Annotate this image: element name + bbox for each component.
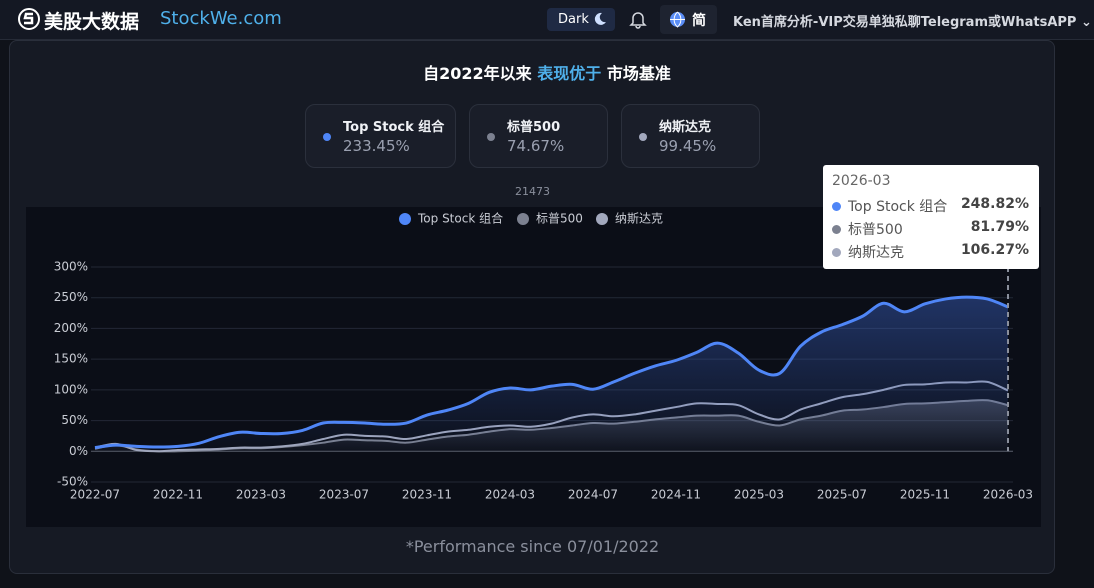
- legend-label: Top Stock 组合: [417, 211, 503, 226]
- logo-icon[interactable]: [18, 8, 40, 30]
- area: [95, 297, 1008, 452]
- language-label: 简: [692, 13, 706, 29]
- x-tick-label: 2025-07: [817, 488, 867, 502]
- title-part: 自2022年以来: [423, 64, 532, 83]
- card-name: Top Stock 组合: [343, 120, 445, 135]
- tooltip: 2026-03 Top Stock 组合 248.82% 标普500 81.79% 纳斯…: [823, 165, 1039, 269]
- logo-domain[interactable]: StockWe.com: [160, 8, 282, 29]
- x-tick-label: 2024-03: [485, 488, 535, 502]
- tooltip-name: Top Stock 组合: [848, 199, 948, 215]
- y-tick-label: -50%: [57, 475, 88, 489]
- y-tick-label: 200%: [54, 321, 88, 335]
- title-highlight: 表现优于: [537, 64, 602, 83]
- summary-card[interactable]: Top Stock 组合 233.45%: [305, 104, 456, 168]
- legend-label: 标普500: [536, 212, 583, 226]
- y-tick-label: 50%: [61, 413, 88, 427]
- x-tick-label: 2022-07: [70, 488, 120, 502]
- bell-icon[interactable]: [628, 9, 648, 29]
- x-tick-label: 2025-11: [900, 488, 950, 502]
- tooltip-value: 106.27%: [960, 242, 1029, 258]
- y-tick-label: 0%: [69, 444, 88, 458]
- legend-label: 纳斯达克: [615, 212, 663, 226]
- summary-card[interactable]: 标普500 74.67%: [469, 104, 608, 168]
- x-tick-label: 2024-11: [651, 488, 701, 502]
- globe-icon: [670, 11, 685, 28]
- x-tick-label: 2022-11: [153, 488, 203, 502]
- promo-menu[interactable]: Ken首席分析-VIP交易单独私聊Telegram或WhatsAPP ⌄: [733, 15, 1092, 30]
- language-select[interactable]: 简: [660, 5, 717, 34]
- tooltip-row: 纳斯达克 106.27%: [832, 242, 1029, 262]
- promo-text: Ken首席分析-VIP交易单独私聊Telegram或WhatsAPP: [733, 15, 1077, 30]
- card-value: 74.67%: [507, 137, 565, 155]
- tooltip-date: 2026-03: [832, 173, 891, 189]
- y-tick-label: 100%: [54, 382, 88, 396]
- footnote: *Performance since 07/01/2022: [405, 537, 660, 556]
- card-dot: [639, 133, 647, 141]
- legend-marker: [596, 213, 608, 225]
- tooltip-value: 81.79%: [970, 219, 1029, 235]
- moon-icon: [594, 12, 606, 25]
- card-name: 纳斯达克: [659, 120, 712, 135]
- panel-title: 自2022年以来 表现优于 市场基准: [0, 60, 1094, 84]
- theme-label: Dark: [558, 12, 589, 27]
- card-value: 99.45%: [659, 137, 717, 155]
- theme-toggle[interactable]: Dark: [547, 8, 615, 31]
- x-tick-label: 2023-07: [319, 488, 369, 502]
- tooltip-value: 248.82%: [960, 196, 1029, 212]
- y-tick-label: 150%: [54, 352, 88, 366]
- header: 美股大数据 StockWe.com Dark 简 Ken首席分析-VIP交易单独…: [0, 0, 1094, 40]
- title-part: 市场基准: [606, 64, 671, 83]
- x-tick-label: 2026-03: [983, 488, 1033, 502]
- y-tick-label: 250%: [54, 290, 88, 304]
- x-tick-label: 2024-07: [568, 488, 618, 502]
- count: 21473: [515, 185, 550, 198]
- tooltip-name: 纳斯达克: [848, 245, 904, 261]
- logo-text[interactable]: 美股大数据: [44, 11, 140, 33]
- x-tick-label: 2023-11: [402, 488, 452, 502]
- legend-marker: [399, 213, 411, 225]
- tooltip-row: 标普500 81.79%: [832, 219, 1029, 239]
- summary-card[interactable]: 纳斯达克 99.45%: [621, 104, 760, 168]
- tooltip-dot: [832, 202, 841, 211]
- card-name: 标普500: [507, 120, 561, 135]
- tooltip-name: 标普500: [848, 222, 903, 238]
- line: [94, 295, 1009, 450]
- x-tick-label: 2025-03: [734, 488, 784, 502]
- x-tick-label: 2023-03: [236, 488, 286, 502]
- tooltip-row: Top Stock 组合 248.82%: [832, 196, 1029, 216]
- legend-marker: [517, 213, 529, 225]
- y-tick-label: 300%: [54, 260, 88, 274]
- tooltip-dot: [832, 225, 841, 234]
- card-dot: [323, 133, 331, 141]
- tooltip-dot: [832, 248, 841, 257]
- card-dot: [487, 133, 495, 141]
- card-value: 233.45%: [343, 137, 410, 155]
